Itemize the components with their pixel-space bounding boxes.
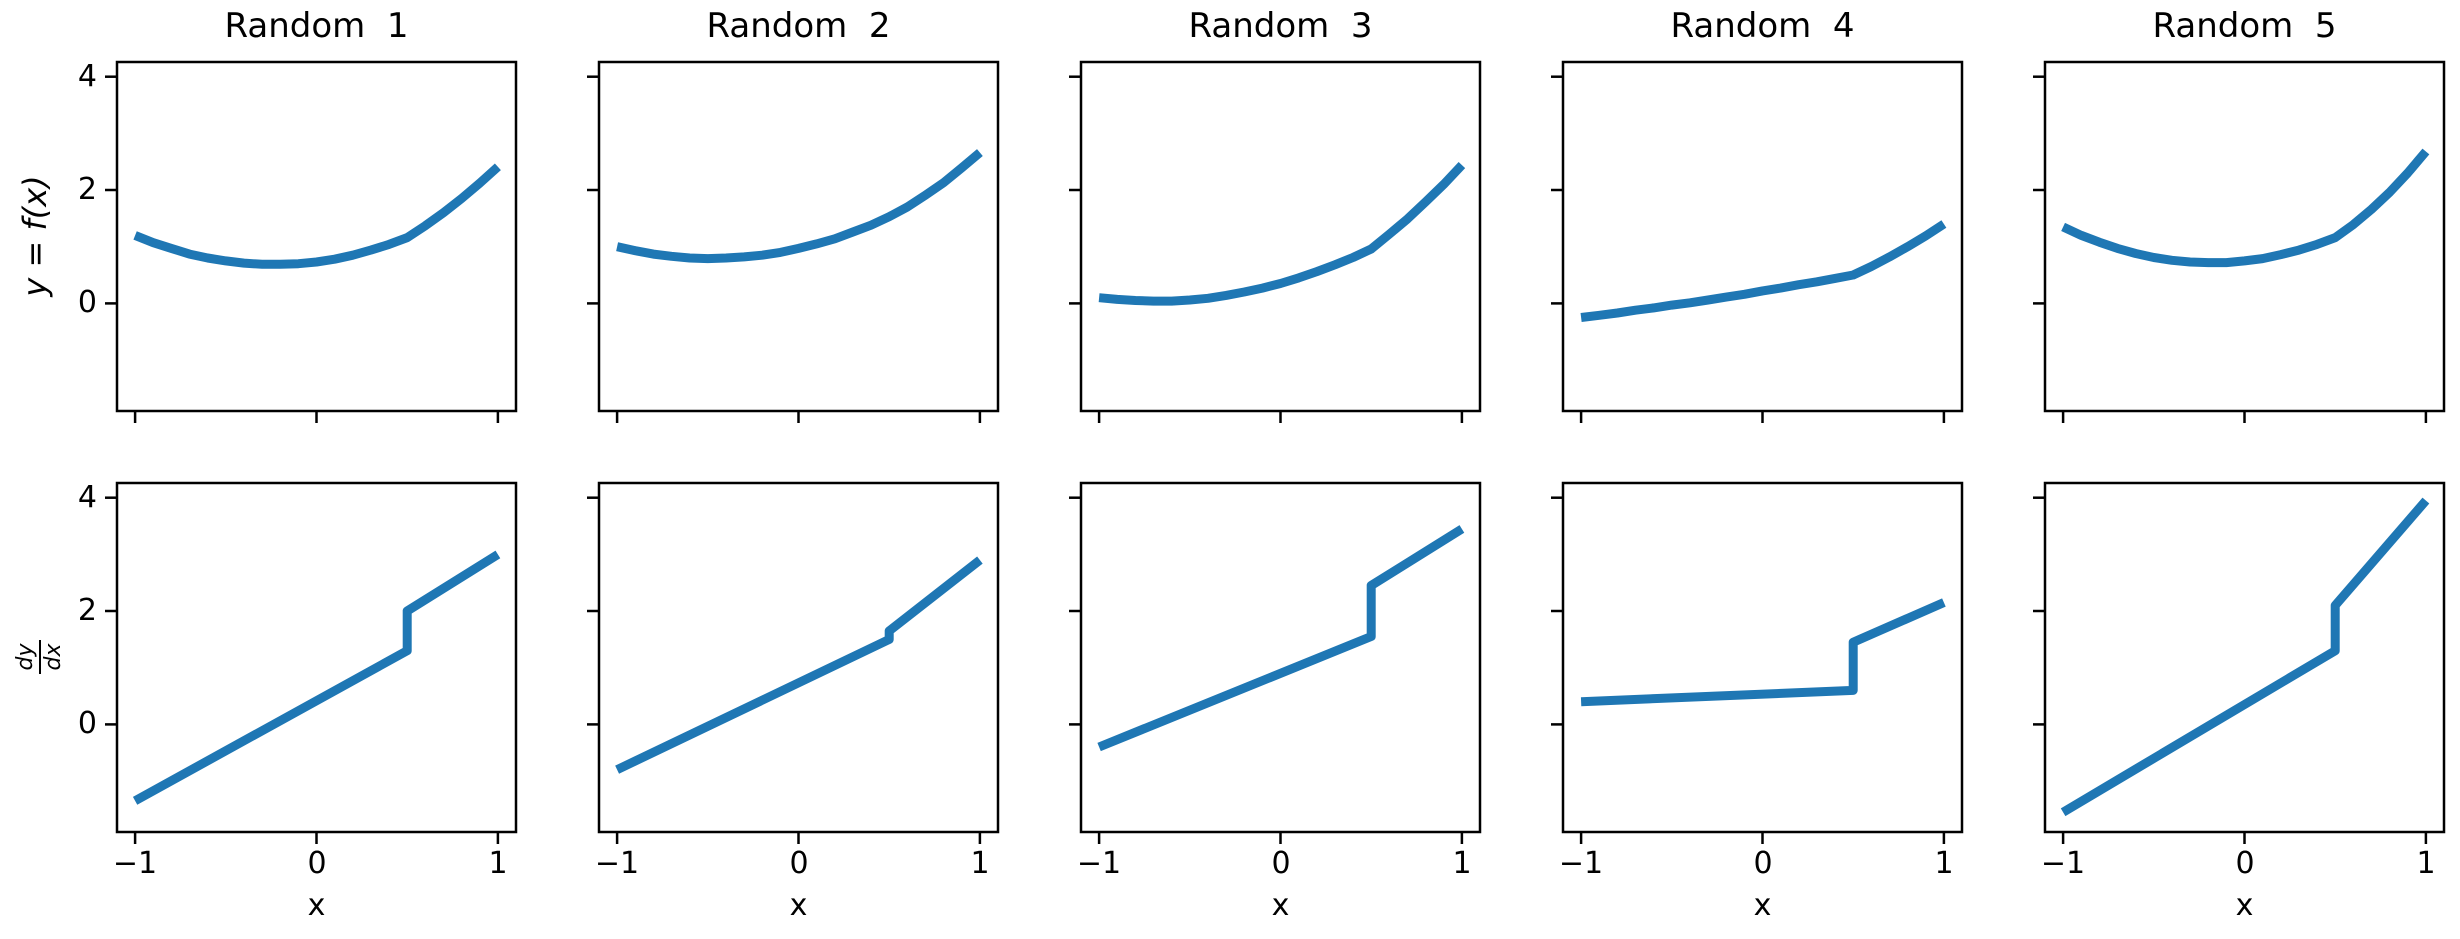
axes-dydx-random-3 [1069, 481, 1482, 844]
x-tick-label: 1 [488, 846, 508, 881]
dydx-denominator: dx [41, 643, 66, 671]
subplot-title-random-5: Random 5 [2152, 6, 2337, 46]
subplot-title-random-1: Random 1 [224, 6, 409, 46]
y-tick-label: 2 [77, 593, 97, 628]
axes-frame [1079, 481, 1482, 834]
curve-f-random-3 [1098, 162, 1466, 306]
y-tick-label: 2 [77, 172, 97, 207]
x-tick-label: 0 [2235, 846, 2255, 881]
x-tick-label: −1 [1558, 846, 1604, 881]
axes-frame [1561, 60, 1964, 413]
x-axis-label: x [2235, 888, 2254, 923]
axes-frame [597, 60, 1000, 413]
x-tick-label: 1 [970, 846, 990, 881]
subplot-title-random-4: Random 4 [1670, 6, 1855, 46]
x-tick-label: 1 [1934, 846, 1954, 881]
curve-f-random-5 [2061, 148, 2430, 268]
axes-frame [2043, 481, 2446, 834]
axes-dydx-random-4 [1551, 481, 1964, 844]
axes-dydx-random-5 [2033, 481, 2446, 844]
axes-dydx-random-1 [105, 481, 518, 844]
x-axis-label: x [1271, 888, 1290, 923]
x-tick-label: 0 [1753, 846, 1773, 881]
y-tick-label: 0 [77, 285, 97, 320]
axes-frame [597, 481, 1000, 834]
x-tick-label: −1 [112, 846, 158, 881]
x-tick-label: 1 [2416, 846, 2436, 881]
subplot-title-random-2: Random 2 [706, 6, 891, 46]
axes-f-random-3 [1069, 60, 1482, 423]
axes-frame [1561, 481, 1964, 834]
dydx-numerator: dy [13, 639, 41, 675]
axes-f-random-1 [105, 60, 518, 423]
x-tick-label: 0 [307, 846, 327, 881]
x-tick-label: −1 [1076, 846, 1122, 881]
axes-f-random-2 [587, 60, 1000, 423]
curve-dydx-random-2 [615, 556, 983, 774]
curve-dydx-random-3 [1097, 525, 1465, 752]
x-tick-label: 0 [1271, 846, 1291, 881]
axes-frame [115, 60, 518, 413]
curve-dydx-random-5 [2060, 497, 2430, 817]
x-tick-label: −1 [594, 846, 640, 881]
y-tick-label: 4 [77, 59, 97, 94]
axes-dydx-random-2 [587, 481, 1000, 844]
x-axis-label: x [789, 888, 808, 923]
x-axis-label: x [307, 888, 326, 923]
curve-dydx-random-4 [1580, 598, 1946, 707]
y-tick-label: 4 [77, 480, 97, 515]
axes-frame [2043, 60, 2446, 413]
x-axis-label: x [1753, 888, 1772, 923]
axes-f-random-4 [1551, 60, 1964, 423]
curve-f-random-4 [1580, 220, 1947, 322]
axes-f-random-5 [2033, 60, 2446, 423]
y-axis-label-dydx: dy dx [0, 617, 85, 697]
axes-frame [1079, 60, 1482, 413]
x-tick-label: 1 [1452, 846, 1472, 881]
subplot-title-random-3: Random 3 [1188, 6, 1373, 46]
y-axis-label-f: y = f(x) [16, 175, 54, 297]
curve-f-random-2 [616, 149, 983, 264]
x-tick-label: 0 [789, 846, 809, 881]
x-tick-label: −1 [2040, 846, 2086, 881]
y-tick-label: 0 [77, 706, 97, 741]
curve-f-random-1 [133, 163, 501, 269]
curve-dydx-random-1 [132, 550, 501, 805]
